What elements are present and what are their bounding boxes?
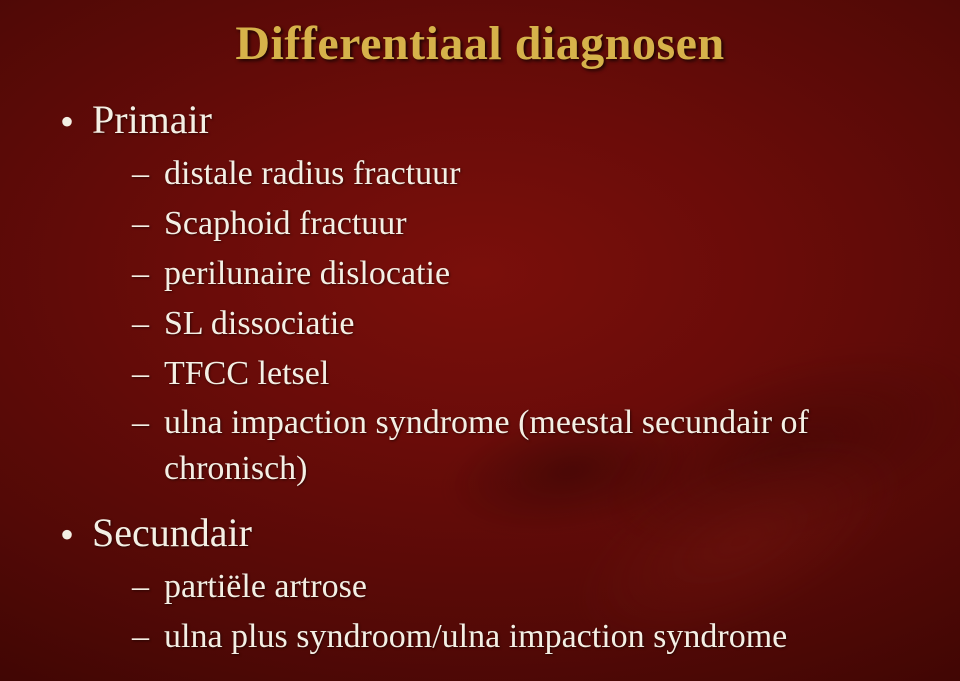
- section-heading: Primair: [92, 97, 212, 142]
- section-primair: Primair distale radius fractuur Scaphoid…: [60, 93, 900, 492]
- list-item: perilunaire dislocatie: [92, 251, 900, 297]
- section-items: partiële artrose ulna plus syndroom/ulna…: [92, 564, 900, 660]
- section-secundair: Secundair partiële artrose ulna plus syn…: [60, 506, 900, 660]
- list-item: Scaphoid fractuur: [92, 201, 900, 247]
- list-item: SL dissociatie: [92, 301, 900, 347]
- content-list: Primair distale radius fractuur Scaphoid…: [60, 93, 900, 660]
- list-item: TFCC letsel: [92, 351, 900, 397]
- list-item: ulna impaction syndrome (meestal secunda…: [92, 400, 900, 492]
- section-heading: Secundair: [92, 510, 252, 555]
- list-item: partiële artrose: [92, 564, 900, 610]
- section-items: distale radius fractuur Scaphoid fractuu…: [92, 151, 900, 492]
- list-item: ulna plus syndroom/ulna impaction syndro…: [92, 614, 900, 660]
- list-item: distale radius fractuur: [92, 151, 900, 197]
- slide-title: Differentiaal diagnosen: [60, 16, 900, 71]
- slide: Differentiaal diagnosen Primair distale …: [0, 0, 960, 681]
